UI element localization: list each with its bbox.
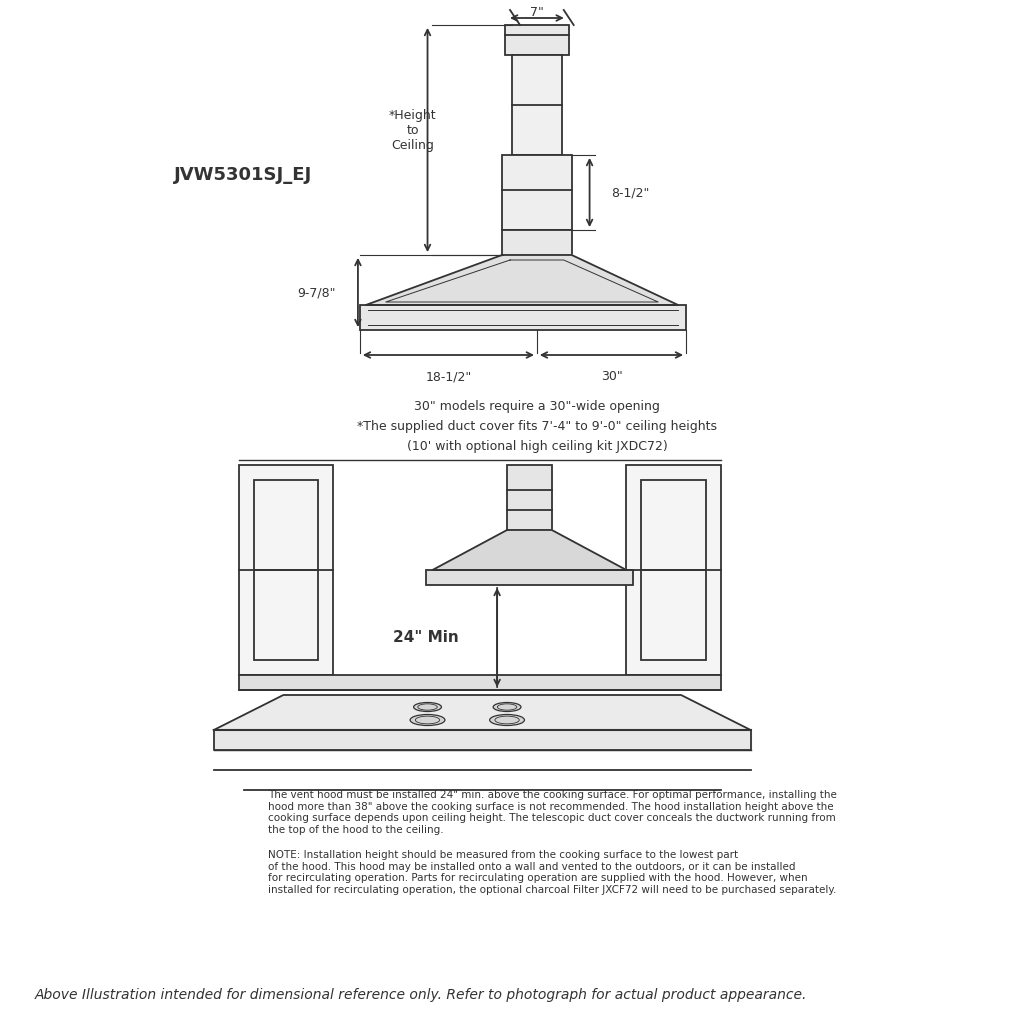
Bar	[359, 305, 686, 330]
Ellipse shape	[414, 702, 441, 712]
Text: *Height
to
Ceiling: *Height to Ceiling	[389, 109, 436, 152]
Text: *The supplied duct cover fits 7'-4" to 9'-0" ceiling heights: *The supplied duct cover fits 7'-4" to 9…	[357, 420, 717, 433]
Text: JVW5301SJ_EJ: JVW5301SJ_EJ	[174, 166, 312, 184]
Text: The vent hood must be installed 24" min. above the cooking surface. For optimal : The vent hood must be installed 24" min.…	[268, 790, 838, 835]
Bar	[254, 480, 318, 660]
Text: 9-7/8": 9-7/8"	[298, 286, 336, 299]
Text: Above Illustration intended for dimensional reference only. Refer to photograph : Above Illustration intended for dimensio…	[35, 988, 807, 1002]
Ellipse shape	[489, 715, 524, 725]
Text: (10' with optional high ceiling kit JXDC72): (10' with optional high ceiling kit JXDC…	[407, 440, 668, 453]
Text: 7": 7"	[530, 5, 544, 18]
Bar	[512, 55, 562, 155]
Bar	[239, 465, 333, 675]
Bar	[507, 465, 552, 530]
Ellipse shape	[411, 715, 444, 725]
Text: NOTE: Installation height should be measured from the cooking surface to the low: NOTE: Installation height should be meas…	[268, 850, 837, 895]
Polygon shape	[214, 730, 751, 750]
Polygon shape	[432, 530, 627, 570]
Text: 30" models require a 30"-wide opening: 30" models require a 30"-wide opening	[414, 400, 659, 413]
Ellipse shape	[494, 702, 521, 712]
Text: 30": 30"	[601, 370, 623, 383]
Bar	[239, 675, 721, 690]
Bar	[505, 25, 568, 55]
Text: 8-1/2": 8-1/2"	[611, 186, 650, 199]
Bar	[641, 480, 706, 660]
Text: 24" Min: 24" Min	[393, 630, 459, 645]
Bar	[627, 465, 721, 675]
Polygon shape	[214, 695, 751, 730]
Bar	[426, 570, 633, 585]
Polygon shape	[366, 255, 678, 305]
Bar	[502, 230, 571, 255]
Bar	[502, 155, 571, 230]
Text: 18-1/2": 18-1/2"	[425, 370, 471, 383]
